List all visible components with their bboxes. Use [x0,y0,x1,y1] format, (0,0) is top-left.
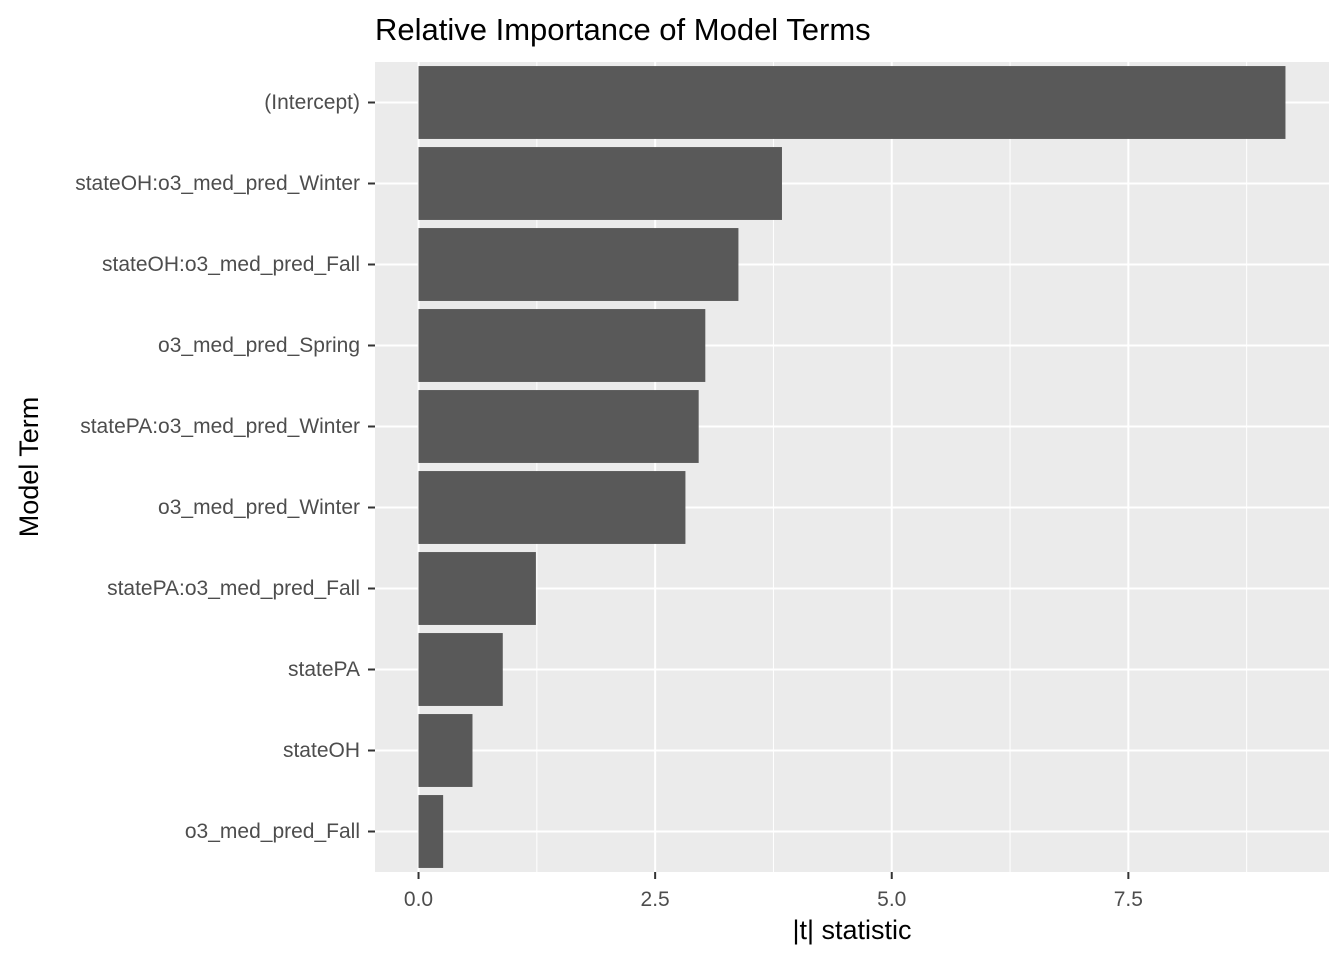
y-tick-label: o3_med_pred_Fall [185,820,360,843]
y-tick-label: o3_med_pred_Spring [158,334,360,357]
y-tick-label: (Intercept) [264,91,360,114]
y-tick-label: o3_med_pred_Winter [158,496,360,519]
bar [418,309,706,382]
y-tick-label: statePA [288,658,360,681]
bar [418,633,503,706]
x-tick-label: 0.0 [404,888,433,911]
y-tick-label: stateOH [283,739,360,762]
y-tick-label: stateOH:o3_med_pred_Fall [102,253,360,276]
bar [418,147,782,220]
bar [418,228,739,301]
x-tick-label: 7.5 [1114,888,1143,911]
bar [418,552,536,625]
bar [418,390,699,463]
x-tick-label: 2.5 [641,888,670,911]
bar [418,714,473,787]
chart-title: Relative Importance of Model Terms [375,12,871,47]
x-axis: 0.0 2.5 5.0 7.5 [404,872,1143,911]
bars [418,66,1286,868]
x-tick-label: 5.0 [877,888,906,911]
y-tick-label: stateOH:o3_med_pred_Winter [75,172,360,195]
y-tick-label: statePA:o3_med_pred_Winter [80,415,360,438]
y-axis-title: Model Term [14,397,44,538]
y-axis: (Intercept) stateOH:o3_med_pred_Wintersta… [75,91,375,843]
bar [418,66,1286,139]
x-axis-title: |t| statistic [792,915,911,945]
bar [418,471,686,544]
y-tick-label: statePA:o3_med_pred_Fall [107,577,360,600]
bar [418,795,444,868]
